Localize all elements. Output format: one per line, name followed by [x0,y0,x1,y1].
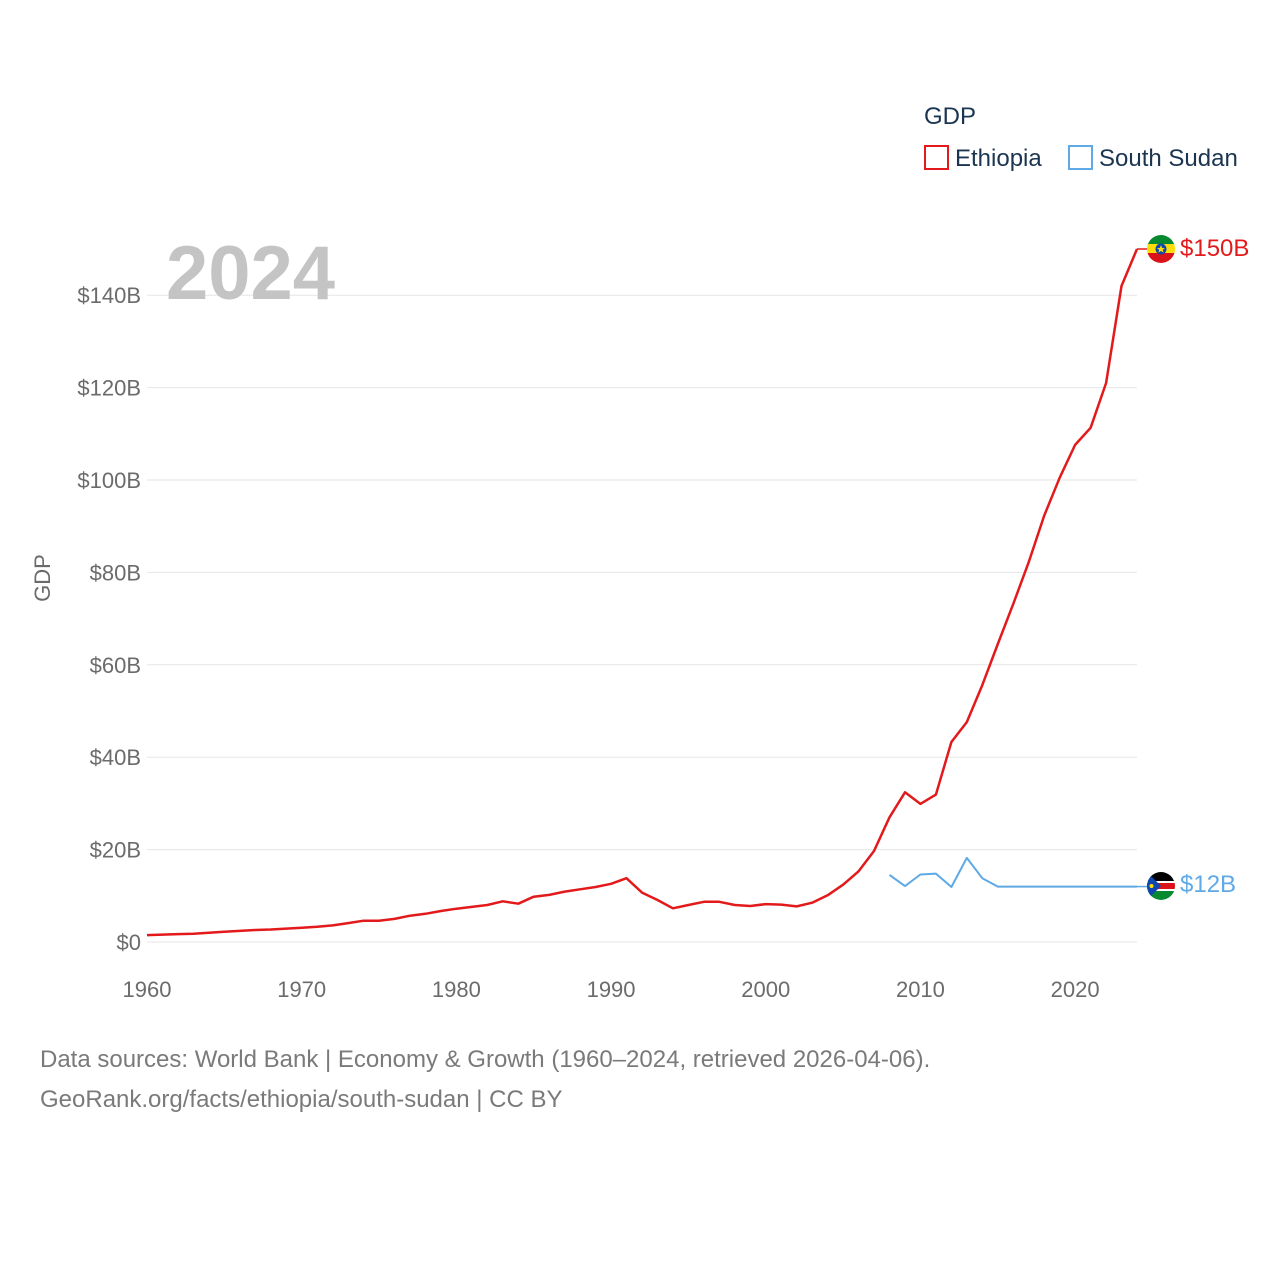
ethiopia-flag-icon [1147,235,1175,263]
y-tick-label: $120B [77,376,141,401]
south-sudan-end-label: $12B [1180,871,1236,898]
ethiopia-series-line[interactable] [146,248,1139,937]
x-tick-label: 2000 [741,977,790,1002]
x-axis-ticks: 1960 1970 1980 1990 2000 2010 2020 [123,977,1100,1002]
gdp-line-chart: 2024 $0 $20B $40B $60B $80B $100B $120B $140B 1… [30,103,1249,1002]
data-source-note: Data sources: World Bank | Economy & Gro… [40,1040,1240,1120]
source-line-1: Data sources: World Bank | Economy & Gro… [40,1046,931,1073]
y-tick-label: $40B [90,745,141,770]
x-tick-label: 1990 [587,977,636,1002]
y-axis-ticks: $0 $20B $40B $60B $80B $100B $120B $140B [77,283,141,955]
south-sudan-series-line[interactable] [888,856,1138,888]
legend-title: GDP [924,103,976,130]
y-tick-label: $60B [90,653,141,678]
legend-swatch-ethiopia [924,145,949,170]
gridlines [147,294,1137,943]
y-axis-title: GDP [30,554,55,602]
y-tick-label: $0 [117,930,141,955]
y-tick-label: $100B [77,468,141,493]
x-tick-label: 1960 [123,977,172,1002]
x-tick-label: 1970 [277,977,326,1002]
year-label: 2024 [166,231,335,316]
legend-item-south-sudan[interactable]: South Sudan [1068,145,1238,172]
legend-label-south-sudan: South Sudan [1099,145,1238,172]
series-lines [146,248,1139,937]
legend-swatch-south-sudan [1068,145,1093,170]
x-tick-label: 2010 [896,977,945,1002]
legend: GDP Ethiopia South Sudan [924,103,1238,172]
x-tick-label: 2020 [1051,977,1100,1002]
source-line-2[interactable]: GeoRank.org/facts/ethiopia/south-sudan |… [40,1086,563,1113]
x-tick-label: 1980 [432,977,481,1002]
south-sudan-flag-icon [1147,872,1175,900]
series-end-markers [1137,248,1147,888]
y-tick-label: $140B [77,283,141,308]
legend-item-ethiopia[interactable]: Ethiopia [924,145,1042,172]
ethiopia-end-label: $150B [1180,235,1249,262]
y-tick-label: $80B [90,560,141,585]
legend-label-ethiopia: Ethiopia [955,145,1042,172]
y-tick-label: $20B [90,838,141,863]
